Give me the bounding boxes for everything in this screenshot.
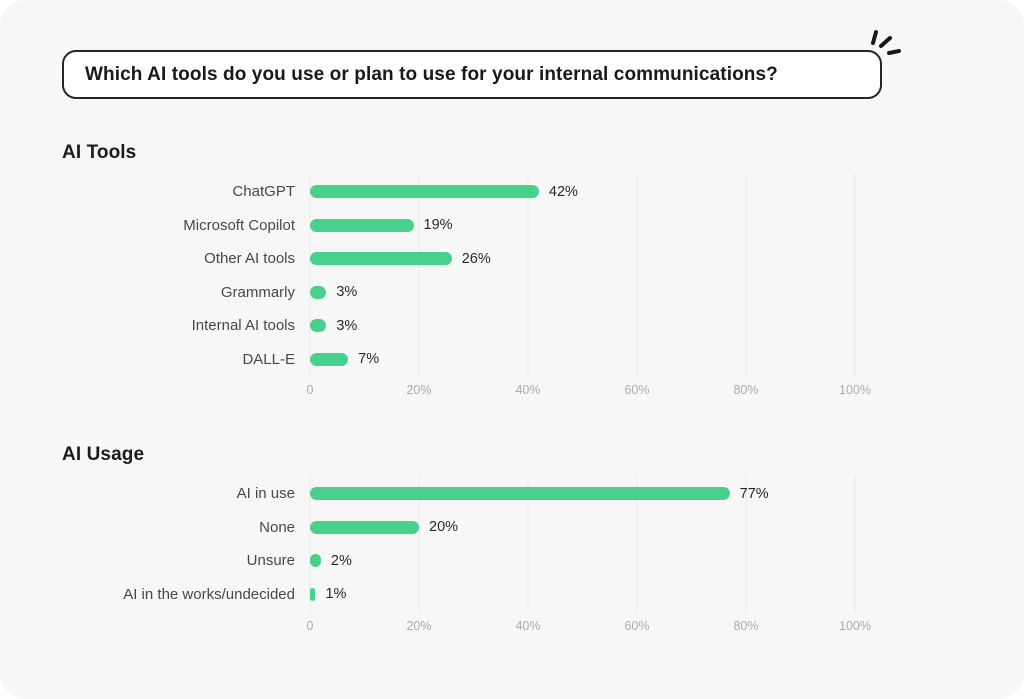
axis-tick-label: 100% [839,383,871,397]
x-axis: 0 20% 40% 60% 80% 100% [306,378,871,398]
bar [310,352,349,366]
axis-tick-label: 40% [515,383,541,397]
axis-tick-label: 40% [515,619,541,633]
bar-chart-ai-tools: ChatGPT 42% Microsoft Copilot 19% Other AI t… [62,173,871,398]
bar-track: 20% [310,519,855,535]
category-label: Unsure [246,552,295,570]
bar-rows: AI in use 77% None 20% Unsure 2% AI in the wor… [62,475,855,611]
gridline [309,173,311,378]
axis-tick-label: 80% [733,383,759,397]
chart-section-ai-tools: AI Tools ChatGPT 42% Microsoft Copilot 19% O… [62,142,871,398]
gridline [854,173,856,378]
bar-row: Microsoft Copilot 19% [62,209,855,243]
grid-layer [309,173,856,378]
bar-track: 2% [310,553,855,569]
bar-track: 7% [310,351,855,367]
value-label: 20% [429,519,459,536]
bar [310,285,327,299]
category-label: None [259,518,295,536]
category-label: ChatGPT [232,183,295,201]
axis-tick-label: 20% [406,619,432,633]
bar-track: 3% [310,284,855,300]
category-label: DALL-E [242,350,295,368]
gridline [418,173,420,378]
gridline [745,173,747,378]
bar-row: AI in use 77% [62,477,855,511]
bar-row: Other AI tools 26% [62,242,855,276]
axis-tick-label: 0 [306,383,314,397]
bar-row: AI in the works/undecided 1% [62,578,855,612]
value-label: 42% [548,183,578,200]
bar-track: 1% [310,586,855,602]
gridline [527,173,529,378]
bar [310,520,419,534]
bar [310,587,316,601]
gridline [418,475,420,613]
bar-row: DALL-E 7% [62,343,855,377]
bar [310,554,321,568]
axis-tick-label: 80% [733,619,759,633]
category-label: Grammarly [220,283,295,301]
bar-track: 77% [310,486,855,502]
value-label: 1% [325,586,347,603]
category-label: Other AI tools [204,250,295,268]
category-label: Internal AI tools [191,317,295,335]
axis-tick-label: 100% [839,619,871,633]
value-label: 77% [739,485,769,502]
chart-section-ai-usage: AI Usage AI in use 77% None 20% Unsure 2% AI i… [62,444,871,634]
gridline [854,475,856,613]
category-label: AI in the works/undecided [123,585,295,603]
question-card: Which AI tools do you use or plan to use… [62,50,882,99]
bar-track: 42% [310,184,855,200]
question-text: Which AI tools do you use or plan to use… [85,63,778,85]
axis-tick-label: 20% [406,383,432,397]
value-label: 2% [330,552,352,569]
axis-tick-label: 0 [306,619,314,633]
chart-title: AI Usage [62,444,145,465]
grid-layer [309,475,856,613]
bar [310,185,539,199]
bar-row: ChatGPT 42% [62,175,855,209]
value-label: 3% [336,317,358,334]
bar [310,487,730,501]
chart-title: AI Tools [62,142,137,163]
bar-row: Internal AI tools 3% [62,309,855,343]
axis-tick-label: 60% [624,619,650,633]
axis-tick-label: 60% [624,383,650,397]
x-axis: 0 20% 40% 60% 80% 100% [306,614,871,634]
gridline [309,475,311,613]
gridline [636,173,638,378]
gridline [745,475,747,613]
category-label: AI in use [236,485,295,503]
value-label: 26% [461,250,491,267]
bar-track: 26% [310,251,855,267]
bar [310,319,327,333]
bar [310,252,452,266]
bar-chart-ai-usage: AI in use 77% None 20% Unsure 2% AI in the wor… [62,475,871,634]
bar-track: 3% [310,318,855,334]
value-label: 3% [336,284,358,301]
click-burst-icon [871,30,901,55]
bar [310,218,414,232]
bar-row: Grammarly 3% [62,276,855,310]
bar-rows: ChatGPT 42% Microsoft Copilot 19% Other AI t… [62,173,855,376]
bar-row: Unsure 2% [62,544,855,578]
value-label: 19% [423,217,453,234]
gridline [527,475,529,613]
bar-row: None 20% [62,511,855,545]
gridline [636,475,638,613]
value-label: 7% [358,351,380,368]
bar-track: 19% [310,217,855,233]
category-label: Microsoft Copilot [183,216,295,234]
